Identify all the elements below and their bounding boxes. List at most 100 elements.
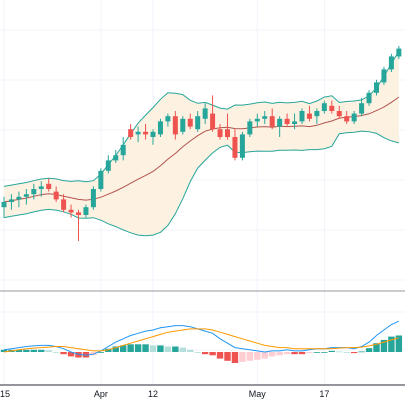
candle-up	[247, 118, 253, 137]
histogram-bar	[254, 352, 261, 360]
histogram-bar	[216, 352, 224, 359]
candle-up	[359, 98, 365, 117]
candle-body	[105, 160, 111, 171]
histogram-bar	[201, 352, 209, 355]
histogram-bar	[246, 352, 254, 361]
histogram-bar	[395, 335, 403, 352]
candle-up	[366, 90, 372, 106]
candle-down	[68, 204, 74, 218]
candle-body	[187, 118, 193, 127]
histogram-bar	[306, 352, 313, 354]
candle-up	[8, 194, 14, 210]
candle-body	[143, 131, 149, 135]
histogram-bar	[231, 352, 239, 363]
candle-up	[314, 108, 320, 124]
candle-body	[157, 121, 163, 135]
candle-body	[76, 212, 81, 215]
candle-body	[38, 186, 44, 189]
candle-body	[269, 116, 275, 127]
histogram-bar	[134, 344, 142, 352]
candle-down	[128, 124, 134, 140]
histogram-bar	[298, 352, 306, 355]
candle-up	[374, 79, 379, 96]
time-axis-label: 15	[0, 389, 11, 399]
signal-line	[3, 328, 400, 353]
candle-body	[135, 131, 141, 135]
candle-body	[16, 196, 22, 200]
candle-body	[232, 137, 238, 158]
histogram-bar	[52, 352, 60, 353]
candle-body	[46, 183, 52, 189]
candle-up	[23, 189, 29, 205]
candle-down	[232, 129, 238, 161]
candle-body	[329, 105, 335, 111]
candle-body	[314, 111, 320, 117]
candle-up	[113, 150, 119, 163]
candle-body	[284, 118, 290, 124]
candle-body	[23, 194, 29, 197]
candle-body	[98, 170, 104, 189]
candle-down	[344, 111, 350, 124]
time-axis-label: 12	[147, 389, 159, 399]
candle-up	[135, 126, 141, 143]
candle-body	[180, 118, 186, 132]
histogram-bar	[194, 352, 201, 353]
histogram-bar	[172, 346, 179, 352]
candle-body	[396, 48, 402, 57]
histogram-bar	[38, 349, 45, 352]
grid	[0, 0, 405, 385]
candle-up	[396, 46, 402, 59]
candle-body	[172, 116, 178, 135]
histogram-bar	[328, 350, 335, 352]
histogram-bar	[82, 352, 90, 358]
histogram-bar	[336, 351, 343, 353]
histogram-bar	[105, 348, 112, 352]
candle-body	[90, 189, 96, 208]
histogram-bar	[97, 352, 105, 353]
candle-up	[239, 131, 245, 161]
candle-body	[83, 207, 89, 215]
histogram-bar	[23, 349, 30, 352]
candle-body	[306, 113, 312, 119]
candle-up	[292, 113, 298, 130]
histogram-bar	[149, 345, 157, 352]
candle-body	[61, 199, 67, 210]
histogram-bar	[0, 349, 8, 352]
upper-band-line	[3, 50, 400, 187]
histogram-bar	[142, 344, 149, 352]
candlestick-series	[1, 46, 402, 241]
candle-up	[351, 111, 357, 124]
macd-line	[3, 320, 400, 356]
basis-line	[3, 96, 400, 203]
histogram-bar	[261, 352, 268, 359]
histogram-bar	[112, 346, 119, 352]
candle-down	[329, 100, 335, 114]
histogram-bar	[75, 352, 82, 358]
candle-body	[225, 129, 230, 137]
candle-body	[31, 189, 37, 195]
candle-up	[90, 186, 96, 210]
candle-up	[16, 191, 22, 208]
candle-body	[388, 56, 394, 70]
candle-up	[105, 155, 111, 174]
candle-up	[262, 111, 268, 124]
candle-body	[247, 121, 253, 135]
candle-up	[277, 116, 283, 137]
time-axis-label: Apr	[93, 389, 108, 399]
candle-down	[306, 105, 312, 122]
bollinger-bands	[3, 50, 400, 237]
histogram-bar	[209, 352, 216, 356]
candle-body	[165, 116, 171, 122]
histogram-bar	[358, 351, 365, 353]
candle-body	[113, 155, 119, 161]
histogram-bar	[157, 345, 164, 352]
histogram-bar	[321, 352, 328, 353]
oscillator-panel	[0, 320, 403, 363]
candle-body	[366, 92, 372, 104]
candle-up	[1, 196, 7, 218]
candle-up	[202, 103, 208, 124]
candle-body	[120, 144, 126, 156]
candle-body	[381, 69, 387, 83]
